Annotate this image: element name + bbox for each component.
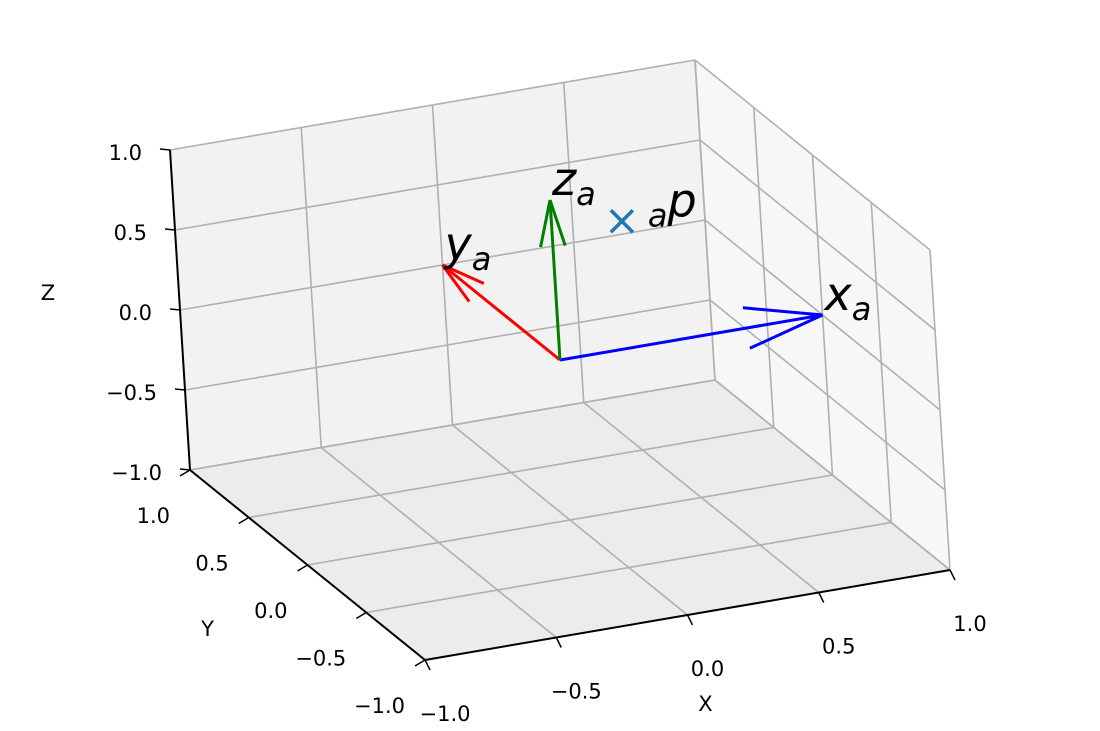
grid-line bbox=[366, 521, 892, 614]
z-tick-label: −1.0 bbox=[111, 461, 162, 485]
arrow bbox=[441, 263, 561, 362]
grid-line bbox=[189, 379, 716, 471]
arrow-head bbox=[539, 199, 552, 248]
x-tick bbox=[555, 637, 562, 648]
y-tick bbox=[179, 469, 191, 477]
arrow-label-sub: a bbox=[576, 175, 596, 213]
grid-line bbox=[174, 139, 701, 231]
arrow-shaft bbox=[548, 199, 562, 361]
point-label: ap bbox=[648, 173, 697, 235]
arrow-label-main: y bbox=[443, 217, 473, 271]
z-axis-label: Z bbox=[41, 281, 55, 305]
z-tick bbox=[174, 388, 186, 391]
grid-line bbox=[699, 139, 936, 331]
z-tick-label: 0.5 bbox=[114, 221, 147, 245]
grid-line bbox=[714, 379, 951, 571]
y-tick bbox=[355, 611, 367, 620]
arrow-label-main: x bbox=[823, 267, 853, 321]
grid-line bbox=[169, 59, 696, 151]
z-tick-label: 0.0 bbox=[119, 301, 152, 325]
y-tick-label: −1.0 bbox=[354, 694, 405, 718]
marker-stroke bbox=[609, 209, 635, 234]
x-axis-line bbox=[424, 569, 951, 661]
arrow-label-sub: a bbox=[852, 290, 872, 328]
x-tick bbox=[818, 592, 825, 603]
z-tick bbox=[179, 468, 191, 471]
x-tick bbox=[686, 614, 694, 626]
y-tick-label: −0.5 bbox=[295, 647, 346, 671]
y-axis-line bbox=[189, 469, 426, 661]
arrow-label: xa bbox=[823, 267, 872, 329]
arrow-shaft bbox=[441, 263, 561, 362]
x-tick-label: 0.0 bbox=[691, 657, 724, 681]
y-tick bbox=[297, 564, 308, 572]
arrow-head bbox=[742, 306, 823, 317]
arrow-label: za bbox=[551, 152, 596, 214]
arrow-label: ya bbox=[443, 217, 492, 279]
y-tick bbox=[238, 516, 250, 525]
grid-line bbox=[184, 299, 711, 391]
z-tick-label: −0.5 bbox=[106, 381, 157, 405]
x-axis-label: X bbox=[698, 692, 712, 716]
y-tick-label: 0.5 bbox=[195, 552, 228, 576]
z-tick bbox=[159, 148, 171, 151]
x-tick-label: 0.5 bbox=[822, 635, 855, 659]
grid-line bbox=[694, 59, 931, 251]
arrow-head bbox=[441, 264, 471, 303]
arrow-label-main: z bbox=[551, 152, 577, 206]
x-tick-label: 1.0 bbox=[953, 612, 986, 636]
grid-line bbox=[307, 474, 833, 566]
arrow-label-sub: a bbox=[472, 240, 492, 278]
point-label-pre: a bbox=[648, 196, 668, 234]
x-tick-label: −0.5 bbox=[551, 680, 602, 704]
point-label-main: p bbox=[666, 173, 696, 227]
y-tick bbox=[414, 659, 426, 667]
z-tick bbox=[169, 308, 181, 311]
x-tick-label: −1.0 bbox=[420, 702, 471, 726]
arrow-head bbox=[749, 313, 824, 350]
grid-line bbox=[248, 426, 774, 519]
grid-line bbox=[709, 299, 946, 491]
y-tick-label: 0.0 bbox=[254, 599, 287, 623]
y-axis-label: Y bbox=[200, 617, 214, 641]
y-tick-label: 1.0 bbox=[137, 504, 170, 528]
arrow bbox=[559, 306, 824, 362]
arrow-head bbox=[441, 263, 485, 285]
arrow bbox=[539, 199, 567, 361]
arrow-head bbox=[548, 199, 567, 247]
arrow-shaft bbox=[559, 313, 823, 362]
z-tick bbox=[164, 228, 176, 231]
point-marker bbox=[609, 209, 635, 234]
x-tick bbox=[424, 659, 431, 671]
z-axis-line bbox=[169, 149, 191, 471]
z-tick-label: 1.0 bbox=[109, 141, 142, 165]
x-tick bbox=[949, 569, 956, 581]
